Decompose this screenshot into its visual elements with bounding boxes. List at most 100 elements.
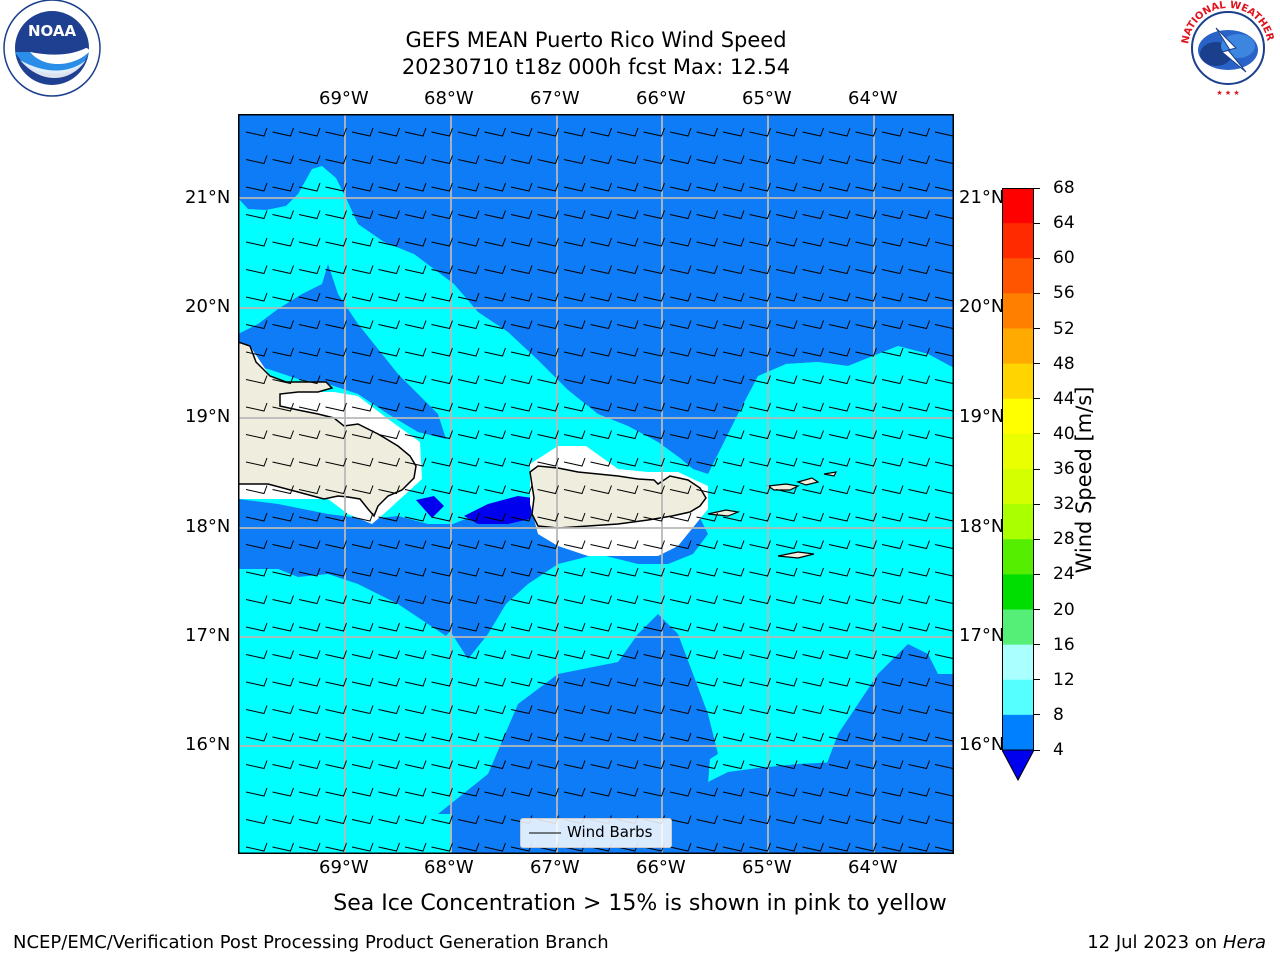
wind-barb: [245, 485, 268, 495]
wind-barb: [828, 430, 851, 440]
wind-barb: [457, 760, 480, 770]
wind-barb: [510, 485, 533, 495]
wind-barb: [537, 732, 559, 742]
wind-barb: [351, 375, 374, 385]
wind-barb: [643, 127, 665, 137]
wind-barb: [431, 182, 453, 192]
wind-barb: [272, 320, 294, 330]
wind-barb: [325, 237, 347, 247]
wind-barb: [616, 595, 639, 605]
colorbar-tick-label: 60: [1053, 248, 1075, 269]
wind-barb: [298, 705, 321, 715]
colorbar-tick-mark: [1034, 468, 1040, 470]
wind-barb: [590, 292, 612, 302]
wind-barb: [431, 622, 453, 632]
wind-barb: [563, 732, 586, 742]
wind-barb: [404, 210, 427, 220]
wind-barb: [484, 292, 506, 302]
wind-barb: [590, 237, 612, 247]
wind-barb: [510, 622, 533, 632]
wind-barb: [351, 787, 374, 797]
wind-barb: [881, 595, 904, 605]
wind-barb: [431, 540, 453, 550]
colorbar-tick-label: 40: [1053, 423, 1075, 444]
map-legend: Wind Barbs: [520, 818, 672, 848]
wind-barb: [855, 705, 877, 715]
wind-barb: [855, 182, 877, 192]
wind-barb: [325, 622, 347, 632]
wind-band-0-4-west: [464, 496, 533, 524]
wind-barb: [431, 705, 453, 715]
wind-barb: [616, 402, 639, 412]
colorbar-tick-mark: [1034, 222, 1040, 224]
colorbar-tick-mark: [1034, 187, 1040, 189]
wind-barb: [643, 292, 665, 302]
footer-host: Hera: [1222, 932, 1266, 953]
wind-barb: [855, 650, 877, 660]
wind-barb: [749, 787, 771, 797]
wind-barb-legend-icon: [529, 832, 561, 834]
wind-barb: [722, 292, 745, 302]
wind-barb: [669, 485, 692, 495]
wind-barb: [484, 375, 506, 385]
wind-barb: [537, 457, 559, 467]
wind-barb: [325, 375, 347, 385]
wind-barb: [404, 595, 427, 605]
lon-tick-bottom-64w: 64°W: [848, 857, 898, 878]
wind-barb: [537, 485, 559, 495]
wind-barb: [669, 237, 692, 247]
footer-date-text: 12 Jul 2023 on: [1087, 932, 1223, 953]
wind-barb: [775, 127, 798, 137]
wind-barb: [775, 375, 798, 385]
wind-barb: [245, 787, 268, 797]
footer-branch: NCEP/EMC/Verification Post Processing Pr…: [13, 932, 609, 953]
colorbar-tick-label: 64: [1053, 213, 1075, 234]
wind-barb: [272, 265, 294, 275]
wind-barb: [537, 650, 559, 660]
colorbar-tick-mark: [1034, 749, 1040, 751]
wind-barb: [510, 457, 533, 467]
wind-barb: [272, 375, 294, 385]
wind-barb: [749, 430, 771, 440]
wind-barb: [828, 210, 851, 220]
wind-barb: [404, 705, 427, 715]
wind-barb: [643, 402, 665, 412]
wind-barb: [775, 732, 798, 742]
wind-barb: [457, 127, 480, 137]
wind-barb: [272, 650, 294, 660]
wind-barb: [881, 760, 904, 770]
wind-barb: [828, 622, 851, 632]
wind-barb: [378, 595, 400, 605]
wind-barb: [616, 512, 639, 522]
wind-barb: [378, 292, 400, 302]
wind-barb: [457, 237, 480, 247]
colorbar-tick-label: 32: [1053, 494, 1075, 515]
wind-barb: [669, 320, 692, 330]
wind-barb: [881, 320, 904, 330]
wind-barb: [722, 842, 745, 852]
wind-barb: [563, 402, 586, 412]
wind-barb: [245, 430, 268, 440]
wind-barb: [272, 842, 294, 852]
wind-barb: [510, 430, 533, 440]
wind-barb: [351, 155, 374, 165]
wind-barb: [484, 237, 506, 247]
wind-barb: [245, 512, 268, 522]
wind-barb: [828, 650, 851, 660]
wind-barb: [881, 347, 904, 357]
wind-barb: [802, 182, 824, 192]
wind-barb: [696, 512, 718, 522]
wind-barb: [298, 182, 321, 192]
map-panel[interactable]: Wind Barbs: [238, 114, 954, 854]
wind-barb: [908, 127, 930, 137]
wind-barb: [537, 567, 559, 577]
wind-barb: [537, 760, 559, 770]
wind-barb: [855, 485, 877, 495]
wind-barb: [404, 485, 427, 495]
wind-barb: [510, 567, 533, 577]
colorbar-segment: [1002, 293, 1034, 329]
wind-barb: [855, 237, 877, 247]
wind-barb: [325, 292, 347, 302]
wind-barb: [669, 595, 692, 605]
wind-barb: [749, 375, 771, 385]
